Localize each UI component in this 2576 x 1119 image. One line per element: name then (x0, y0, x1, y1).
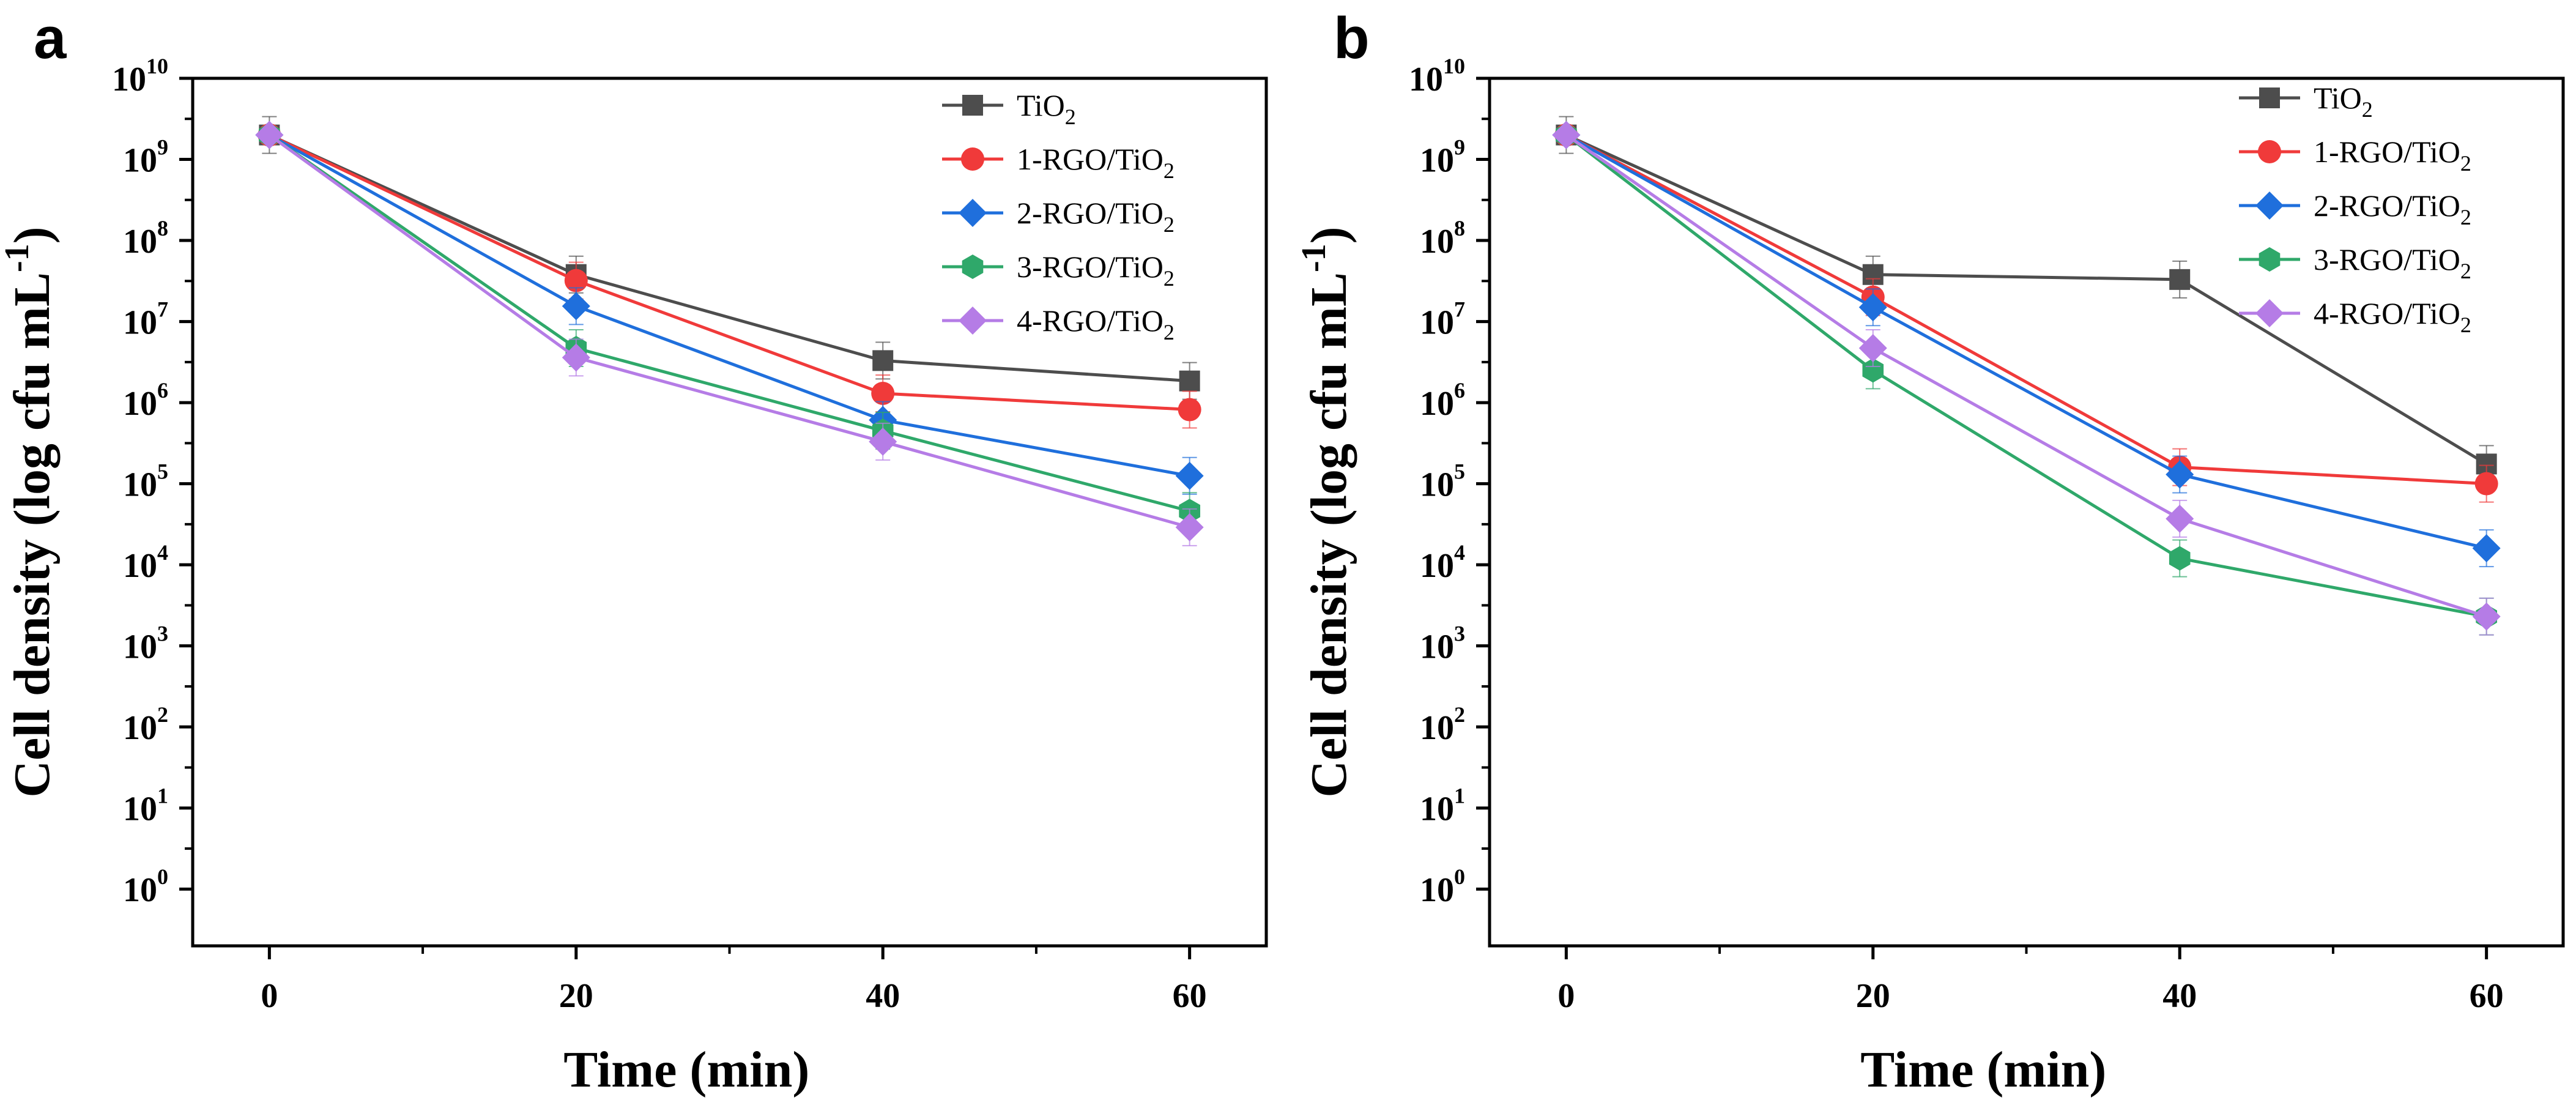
legend-label: TiO2 (1017, 88, 1076, 129)
series-line (1565, 133, 2487, 466)
x-tick-label: 60 (2470, 977, 2504, 1015)
x-tick-label: 40 (866, 977, 900, 1015)
y-tick-label: 103 (1420, 622, 1465, 666)
y-tick-label: 101 (1420, 784, 1465, 828)
data-point (869, 427, 897, 456)
data-point (2474, 472, 2498, 496)
legend-label: 2-RGO/TiO2 (1017, 196, 1175, 237)
series-line (1565, 133, 2487, 486)
y-tick-label: 109 (1420, 135, 1465, 180)
legend: TiO2 1-RGO/TiO2 2-RGO/TiO2 3-RGO/TiO2 4-RGO/… (942, 88, 1175, 344)
series-line (269, 133, 1190, 478)
y-tick-label: 106 (123, 378, 168, 423)
x-tick-label: 60 (1173, 977, 1207, 1015)
panel-label-a: a (34, 6, 67, 71)
y-tick-label: 104 (123, 540, 168, 585)
y-tick-label: 105 (1420, 459, 1465, 504)
data-point (2472, 602, 2501, 631)
data-point (2472, 534, 2501, 563)
data-point (1552, 121, 1581, 149)
legend-marker (959, 199, 987, 227)
y-tick-label: 105 (123, 459, 168, 504)
chart-panel-a: 0 20 40 60 100 101 102 103 104 105 106 107 108 109 101… (0, 54, 1268, 1098)
y-tick-label: 102 (1420, 702, 1465, 747)
data-point (564, 269, 588, 292)
series-line (268, 133, 1190, 513)
data-point (2169, 546, 2191, 571)
y-tick-label: 1010 (1409, 54, 1465, 99)
y-tick-label: 109 (123, 135, 168, 180)
x-axis-title: Time (min) (563, 1041, 809, 1098)
series-line (268, 133, 1190, 529)
data-point (1179, 370, 1200, 392)
data-point (2166, 460, 2194, 489)
legend-marker (962, 95, 983, 116)
x-tick-label: 0 (1557, 977, 1575, 1015)
chart-panel-b: 0 20 40 60 100 101 102 103 104 105 106 107 108 109 101… (1295, 54, 2565, 1098)
legend-label: 3-RGO/TiO2 (2314, 242, 2471, 283)
data-point (562, 292, 590, 321)
series-5 (255, 121, 1204, 546)
data-point (2169, 269, 2191, 290)
x-tick-label: 0 (261, 977, 278, 1015)
y-tick-label: 102 (123, 702, 168, 747)
legend-marker (959, 307, 987, 335)
legend-label: 2-RGO/TiO2 (2314, 188, 2471, 229)
y-tick-label: 108 (1420, 216, 1465, 261)
legend-marker (2255, 299, 2284, 327)
series-line (1565, 133, 2487, 550)
data-point (1178, 398, 1201, 422)
data-point (871, 381, 895, 405)
data-point (255, 121, 284, 149)
x-tick-label: 20 (1856, 977, 1890, 1015)
y-tick-label: 100 (123, 864, 168, 909)
y-tick-label: 100 (1420, 864, 1465, 909)
y-axis-title: Cell density (log cfu mL-1) (0, 226, 61, 797)
series-line (269, 133, 1190, 412)
data-point (872, 350, 894, 371)
y-tick-label: 101 (123, 784, 168, 828)
data-point (1175, 461, 1204, 490)
x-tick-label: 40 (2162, 977, 2197, 1015)
y-tick-label: 108 (123, 216, 168, 261)
y-tick-label: 106 (1420, 378, 1465, 423)
x-tick-label: 20 (559, 977, 593, 1015)
legend-label: 4-RGO/TiO2 (1017, 303, 1175, 344)
legend-marker (962, 255, 984, 279)
legend-label: 1-RGO/TiO2 (1017, 142, 1175, 183)
data-point (1175, 513, 1204, 541)
legend-label: 3-RGO/TiO2 (1017, 250, 1175, 291)
y-tick-label: 104 (1420, 540, 1465, 585)
legend-marker (2258, 140, 2281, 163)
data-point (2166, 504, 2194, 533)
y-tick-label: 1010 (112, 54, 168, 99)
y-tick-label: 103 (123, 622, 168, 666)
series-5 (1552, 121, 2501, 636)
panel-label-b: b (1334, 6, 1370, 71)
y-tick-label: 107 (1420, 297, 1465, 342)
series-line (269, 133, 1190, 383)
legend-marker (2259, 87, 2280, 108)
legend-marker (961, 147, 984, 171)
data-point (1858, 334, 1887, 363)
legend-label: 1-RGO/TiO2 (2314, 135, 2471, 176)
legend-label: TiO2 (2314, 81, 2373, 122)
legend-marker (2259, 247, 2281, 272)
data-point (562, 343, 590, 372)
legend: TiO2 1-RGO/TiO2 2-RGO/TiO2 3-RGO/TiO2 4-RGO/… (2239, 81, 2471, 337)
x-axis-title: Time (min) (1860, 1041, 2106, 1098)
series-line (1565, 133, 2487, 619)
y-axis-title: Cell density (log cfu mL-1) (1295, 226, 1357, 797)
data-point (1858, 293, 1887, 322)
legend-label: 4-RGO/TiO2 (2314, 296, 2471, 337)
series-line (1565, 133, 2487, 619)
y-tick-label: 107 (123, 297, 168, 342)
data-point (1862, 358, 1884, 383)
legend-marker (2255, 191, 2284, 220)
